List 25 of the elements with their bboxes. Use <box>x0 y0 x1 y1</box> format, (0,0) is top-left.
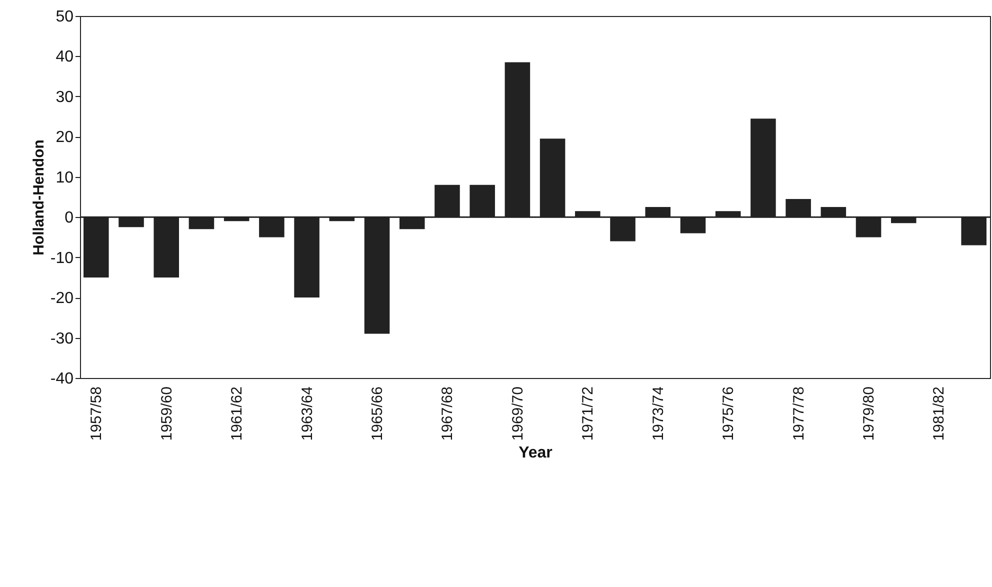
y-tick-label: 50 <box>56 8 74 26</box>
y-tick-label: 20 <box>56 129 74 146</box>
x-tick-label: 1967/68 <box>439 386 456 441</box>
x-tick-label: 1975/76 <box>720 386 738 441</box>
x-tick-label: 1957/58 <box>88 386 106 441</box>
x-tick-label: 1973/74 <box>650 386 667 441</box>
x-tick-label: 1969/70 <box>509 386 526 441</box>
y-axis-title: Holland-Hendon <box>30 140 48 256</box>
x-tick-label: 1971/72 <box>580 386 597 441</box>
x-tick-label: 1965/66 <box>369 386 386 441</box>
y-tick-label: 40 <box>56 48 74 66</box>
x-tick-label: 1959/60 <box>158 386 176 441</box>
y-tick-label: 0 <box>64 210 74 227</box>
y-tick-label: -30 <box>50 330 74 348</box>
y-tick-label: 30 <box>56 88 74 106</box>
x-tick-label: 1977/78 <box>790 386 808 441</box>
y-tick-label: -20 <box>50 290 74 308</box>
y-tick-label: -40 <box>50 370 74 388</box>
x-tick-label: 1961/62 <box>228 386 246 441</box>
y-tick-label: -10 <box>50 250 74 267</box>
y-tick-label: 10 <box>56 169 74 186</box>
x-axis-title: Year <box>518 444 552 462</box>
x-tick-label: 1963/64 <box>298 386 316 441</box>
x-tick-label: 1981/82 <box>930 386 948 441</box>
x-tick-label: 1979/80 <box>860 386 878 441</box>
